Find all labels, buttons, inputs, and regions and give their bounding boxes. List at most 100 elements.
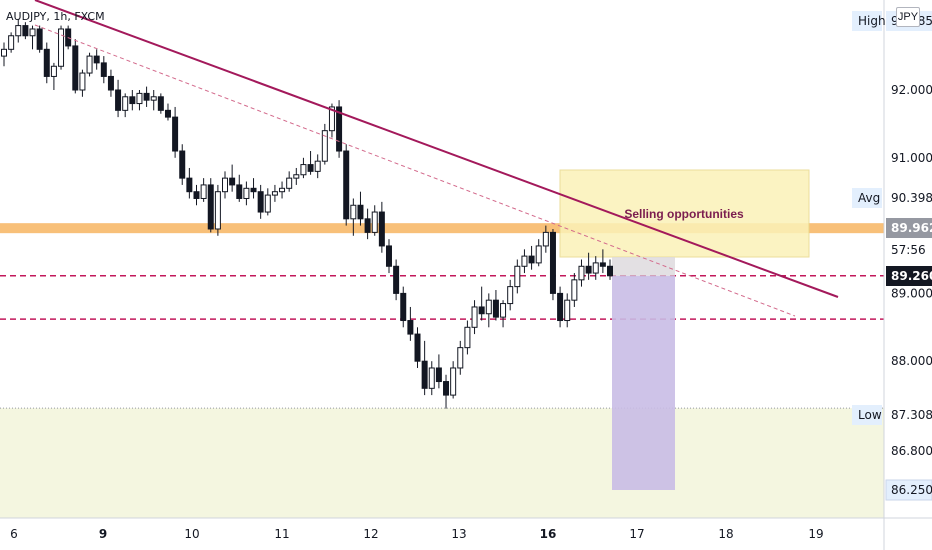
candle-body — [592, 262, 599, 274]
candle-body — [22, 25, 29, 37]
target-projection — [612, 275, 675, 490]
candle-body — [557, 292, 564, 322]
candle-body — [214, 191, 221, 230]
candle-body — [492, 299, 499, 318]
candle-body — [107, 75, 114, 91]
candle-body — [521, 255, 528, 267]
x-tick-label: 10 — [184, 527, 199, 541]
x-tick-label: 16 — [540, 527, 557, 541]
candle-body — [364, 218, 371, 233]
candle-body — [207, 184, 214, 230]
candle-body — [528, 255, 535, 264]
candle-body — [250, 187, 257, 193]
candle-body — [186, 177, 193, 193]
candle-body — [115, 89, 122, 111]
x-tick-label: 9 — [99, 527, 107, 541]
avg-tag-value: 90.398 — [891, 191, 932, 205]
candle-body — [271, 191, 278, 196]
y-tick-label: 92.000 — [891, 83, 932, 97]
candle-body — [542, 231, 549, 247]
candle-body — [229, 177, 236, 186]
candles — [1, 18, 613, 409]
candle-body — [29, 28, 36, 37]
target-tag-value: 86.250 — [891, 483, 932, 497]
candle-body — [164, 109, 171, 118]
candle-body — [15, 25, 22, 37]
candle-body — [414, 333, 421, 362]
candle-body — [279, 187, 286, 193]
low-tag-title-bg — [852, 405, 882, 425]
candle-body — [157, 96, 164, 111]
x-tick-label: 19 — [808, 527, 823, 541]
avg-tag-title-bg — [852, 188, 882, 208]
high-tag-title-bg — [852, 11, 882, 31]
candle-body — [86, 55, 93, 74]
candle-body — [122, 96, 129, 111]
candle-body — [257, 191, 264, 213]
candle-body — [599, 262, 606, 267]
candle-body — [93, 55, 100, 64]
candle-body — [314, 160, 321, 172]
candle-body — [129, 96, 136, 105]
candle-body — [457, 347, 464, 369]
candle-body — [393, 265, 400, 294]
low-zone-shade — [0, 408, 884, 518]
candle-body — [222, 177, 229, 193]
trendline-resistance — [34, 0, 839, 298]
candle-body — [350, 204, 357, 220]
currency-button[interactable]: JPY — [896, 7, 920, 27]
low-tag-title: Low — [858, 408, 882, 422]
zone-label: Selling opportunities — [624, 207, 744, 221]
candle-body — [343, 150, 350, 220]
x-tick-label: 12 — [363, 527, 378, 541]
candle-body — [43, 48, 50, 77]
candle-body — [307, 164, 314, 172]
x-tick-label: 13 — [451, 527, 466, 541]
candle-body — [8, 35, 15, 50]
candle-body — [200, 184, 207, 199]
countdown-tag-value: 57:56 — [891, 243, 926, 257]
candle-body — [485, 299, 492, 315]
high-tag-title: High — [858, 14, 886, 28]
x-tick-label: 11 — [274, 527, 289, 541]
candle-body — [585, 265, 592, 274]
candle-body — [514, 265, 521, 288]
candle-body — [371, 211, 378, 233]
low-tag-bg — [886, 405, 932, 425]
y-tick-label: 89.000 — [891, 286, 932, 300]
avg-tag-title: Avg — [858, 191, 880, 205]
candle-body — [264, 194, 271, 213]
candle-body — [507, 286, 514, 305]
candle-body — [421, 360, 428, 389]
candle-body — [79, 72, 86, 91]
y-tick-label: 88.000 — [891, 354, 932, 368]
candle-body — [58, 28, 65, 67]
candle-body — [428, 367, 435, 389]
candle-body — [293, 174, 300, 179]
resistance-band — [0, 223, 884, 234]
last-price-tag-bg — [886, 266, 932, 286]
candle-body — [1, 48, 7, 57]
candle-body — [407, 320, 414, 335]
candle-body — [50, 65, 57, 77]
candle-body — [478, 306, 485, 315]
low-tag-value: 87.308 — [891, 408, 932, 422]
candle-body — [243, 187, 250, 199]
candle-body — [549, 231, 556, 294]
candle-body — [321, 130, 328, 162]
candle-body — [100, 62, 107, 77]
candle-body — [150, 96, 157, 101]
candle-body — [286, 177, 293, 189]
candle-body — [450, 367, 457, 396]
candle-body — [443, 381, 450, 396]
candle-body — [564, 299, 571, 322]
x-tick-label: 17 — [629, 527, 644, 541]
candle-body — [378, 211, 385, 247]
candle-body — [72, 45, 79, 91]
stop-projection — [612, 257, 675, 276]
candle-body — [328, 106, 335, 132]
candle-body — [535, 245, 542, 264]
trendline-dashed — [34, 24, 796, 317]
